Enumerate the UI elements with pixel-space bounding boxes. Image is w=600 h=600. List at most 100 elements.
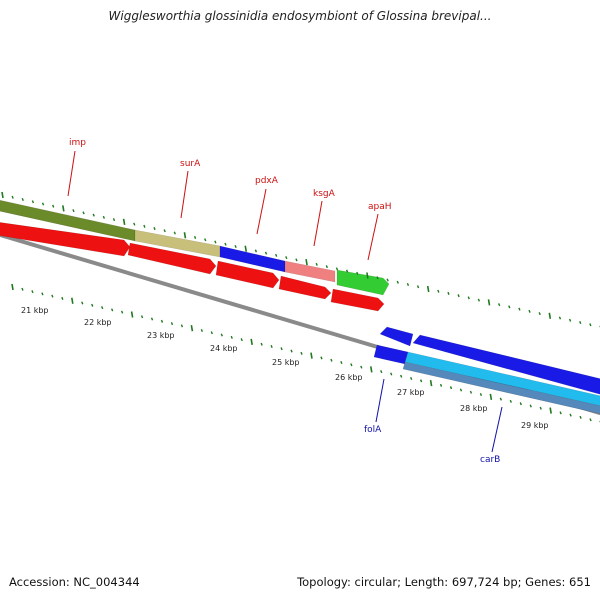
minor-tick	[509, 399, 512, 403]
major-tick	[426, 285, 430, 293]
gene-label-ksgA: ksgA	[313, 189, 336, 199]
minor-tick	[320, 356, 323, 360]
minor-tick	[275, 253, 278, 257]
scale-label: 23 kbp	[147, 331, 175, 340]
minor-tick	[559, 411, 562, 415]
gene-label-imp: imp	[69, 138, 86, 148]
major-tick	[487, 299, 491, 306]
minor-tick	[589, 323, 592, 327]
minor-tick	[224, 242, 227, 246]
minor-tick	[41, 202, 45, 206]
scale-label: 21 kbp	[21, 306, 49, 315]
minor-tick	[589, 418, 592, 422]
scale-label: 22 kbp	[84, 318, 112, 327]
minor-tick	[390, 372, 393, 376]
minor-tick	[295, 258, 298, 262]
minor-tick	[111, 308, 114, 312]
minor-tick	[254, 249, 258, 253]
minor-tick	[569, 413, 572, 417]
minor-tick	[539, 406, 542, 410]
minor-tick	[204, 238, 207, 242]
gene-arrow-ksgA	[278, 275, 332, 300]
leader-carB	[491, 406, 503, 453]
minor-tick	[180, 324, 184, 328]
minor-tick	[270, 344, 273, 349]
topology-summary: Topology: circular; Length: 697,724 bp; …	[297, 575, 591, 589]
leader-apaH	[367, 213, 379, 261]
minor-tick	[210, 331, 213, 335]
minor-tick	[315, 262, 318, 266]
minor-tick	[220, 333, 223, 337]
major-tick	[305, 258, 308, 266]
minor-tick	[449, 386, 453, 390]
minor-tick	[92, 213, 95, 217]
gene-arrow-pdxA	[215, 260, 280, 289]
major-tick	[429, 379, 433, 387]
scale-label: 28 kbp	[460, 404, 488, 413]
gene-label-carB: carB	[480, 455, 500, 465]
minor-tick	[479, 393, 483, 397]
gene-arrow-apaH	[330, 288, 385, 312]
minor-tick	[200, 328, 204, 332]
scale-label-group: 21 kbp 22 kbp 23 kbp 24 kbp 25 kbp 26 kb…	[21, 306, 549, 430]
minor-tick	[508, 305, 511, 309]
gene-label-apaH: apaH	[368, 202, 392, 212]
minor-tick	[568, 318, 572, 322]
minor-tick	[519, 402, 522, 406]
minor-tick	[11, 195, 14, 199]
major-tick	[190, 325, 194, 332]
leader-ksgA	[313, 200, 323, 247]
minor-tick	[499, 397, 502, 401]
feature-segment-folA-lower	[373, 344, 409, 365]
feature-segment-ksgA	[284, 260, 336, 283]
minor-tick	[439, 383, 443, 387]
gene-label-leaders	[67, 150, 503, 453]
minor-tick	[477, 298, 481, 302]
minor-tick	[497, 303, 501, 307]
leader-folA	[375, 378, 385, 423]
minor-tick	[240, 338, 243, 342]
minor-tick	[112, 218, 116, 222]
major-tick	[244, 245, 248, 252]
minor-tick	[406, 282, 410, 287]
minor-tick	[396, 280, 399, 284]
accession-text: Accession: NC_004344	[9, 575, 140, 589]
minor-tick	[459, 388, 463, 392]
scale-label: 24 kbp	[210, 344, 238, 353]
minor-tick	[529, 404, 532, 408]
minor-tick	[376, 276, 379, 280]
map-title: Wigglesworthia glossinidia endosymbiont …	[108, 9, 492, 23]
scale-label: 29 kbp	[521, 421, 549, 430]
minor-tick	[234, 244, 237, 248]
minor-tick	[260, 342, 263, 346]
leader-imp	[67, 150, 76, 197]
scale-label: 26 kbp	[335, 373, 363, 382]
minor-tick	[290, 349, 293, 353]
minor-tick	[467, 296, 470, 300]
outer-tick-row	[1, 191, 600, 328]
minor-tick	[150, 317, 154, 321]
minor-tick	[61, 296, 64, 300]
minor-tick	[340, 360, 343, 365]
major-tick	[489, 393, 493, 400]
minor-tick	[193, 235, 197, 240]
gene-arrow-carB	[412, 334, 600, 395]
gene-arrow-imp	[0, 222, 131, 257]
minor-tick	[72, 209, 75, 213]
minor-tick	[350, 363, 353, 367]
leader-pdxA	[256, 188, 267, 235]
minor-tick	[140, 315, 144, 319]
minor-tick	[280, 347, 283, 351]
minor-tick	[41, 292, 44, 296]
minor-tick	[285, 256, 288, 260]
minor-tick	[133, 222, 136, 226]
minor-tick	[91, 303, 94, 307]
major-tick	[366, 272, 369, 279]
major-tick	[310, 352, 313, 359]
minor-tick	[170, 322, 174, 326]
major-tick	[250, 338, 253, 346]
major-tick	[11, 283, 14, 291]
minor-tick	[558, 316, 562, 320]
